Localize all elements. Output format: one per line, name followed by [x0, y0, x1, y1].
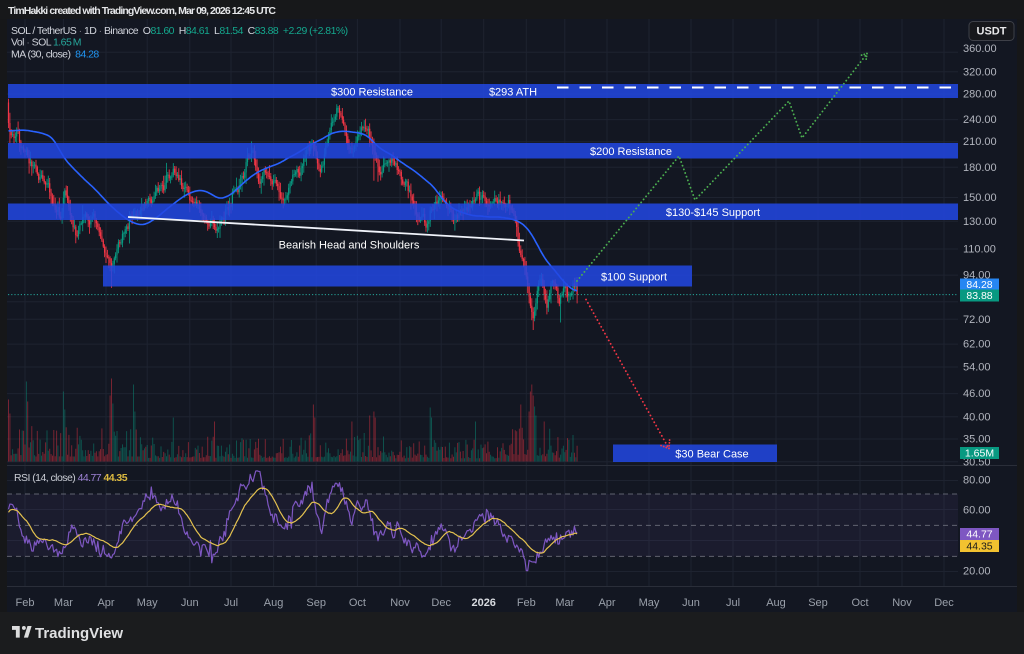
svg-text:Jun: Jun [682, 597, 700, 609]
svg-text:60.00: 60.00 [963, 505, 991, 517]
svg-text:$130-$145 Support: $130-$145 Support [666, 207, 760, 219]
svg-text:RSI (14, close) 44.77 44.35: RSI (14, close) 44.77 44.35 [14, 472, 128, 484]
svg-text:80.00: 80.00 [963, 475, 991, 487]
svg-text:Dec: Dec [934, 597, 954, 609]
svg-text:62.00: 62.00 [963, 339, 991, 351]
svg-text:46.00: 46.00 [963, 388, 991, 400]
svg-text:Oct: Oct [851, 597, 868, 609]
svg-text:Vol · SOL 1.65 M: Vol · SOL 1.65 M [11, 37, 81, 49]
svg-text:Jun: Jun [181, 597, 199, 609]
svg-text:Feb: Feb [16, 597, 35, 609]
svg-text:Sep: Sep [306, 597, 326, 609]
svg-text:44.77: 44.77 [966, 529, 992, 541]
svg-text:210.00: 210.00 [963, 136, 997, 148]
svg-text:83.88: 83.88 [966, 290, 992, 302]
svg-text:Aug: Aug [766, 597, 786, 609]
svg-text:2026: 2026 [471, 597, 495, 609]
svg-text:54.00: 54.00 [963, 362, 991, 374]
svg-text:35.00: 35.00 [963, 434, 991, 446]
svg-text:SOL / TetherUS · 1D · Binance: SOL / TetherUS · 1D · Binance O81.60 H84… [11, 25, 348, 37]
svg-text:Mar: Mar [555, 597, 574, 609]
svg-text:1.65M: 1.65M [965, 448, 994, 460]
svg-text:$300 Resistance: $300 Resistance [331, 87, 413, 99]
svg-text:Feb: Feb [517, 597, 536, 609]
svg-text:May: May [137, 597, 158, 609]
svg-text:TimHakki created with TradingV: TimHakki created with TradingView.com, M… [8, 5, 276, 17]
svg-text:240.00: 240.00 [963, 114, 997, 126]
svg-text:Apr: Apr [97, 597, 114, 609]
svg-text:44.35: 44.35 [966, 541, 992, 553]
svg-text:130.00: 130.00 [963, 216, 997, 228]
svg-text:$293 ATH: $293 ATH [489, 87, 537, 99]
svg-text:$200 Resistance: $200 Resistance [590, 146, 672, 158]
svg-text:72.00: 72.00 [963, 314, 991, 326]
svg-text:84.28: 84.28 [966, 279, 992, 291]
svg-text:Aug: Aug [264, 597, 284, 609]
svg-text:Sep: Sep [808, 597, 828, 609]
svg-text:Dec: Dec [431, 597, 451, 609]
svg-text:Nov: Nov [892, 597, 912, 609]
svg-text:TradingView: TradingView [35, 625, 123, 642]
svg-text:Apr: Apr [598, 597, 615, 609]
svg-text:150.00: 150.00 [963, 192, 997, 204]
svg-text:Bearish Head and Shoulders: Bearish Head and Shoulders [279, 240, 420, 252]
svg-text:360.00: 360.00 [963, 43, 997, 55]
svg-text:USDT: USDT [977, 26, 1007, 38]
svg-text:Jul: Jul [726, 597, 740, 609]
svg-text:$30 Bear Case: $30 Bear Case [675, 449, 748, 461]
svg-text:280.00: 280.00 [963, 89, 997, 101]
svg-text:May: May [639, 597, 660, 609]
svg-text:40.00: 40.00 [963, 411, 991, 423]
svg-text:Nov: Nov [390, 597, 410, 609]
svg-text:20.00: 20.00 [963, 566, 991, 578]
svg-text:$100 Support: $100 Support [601, 272, 667, 284]
svg-text:Oct: Oct [349, 597, 366, 609]
svg-text:180.00: 180.00 [963, 162, 997, 174]
svg-text:MA (30, close) 84.28: MA (30, close) 84.28 [11, 49, 99, 61]
svg-text:Mar: Mar [54, 597, 73, 609]
svg-text:320.00: 320.00 [963, 66, 997, 78]
svg-text:110.00: 110.00 [963, 244, 996, 256]
svg-text:30.50: 30.50 [963, 456, 991, 468]
svg-text:Jul: Jul [224, 597, 238, 609]
